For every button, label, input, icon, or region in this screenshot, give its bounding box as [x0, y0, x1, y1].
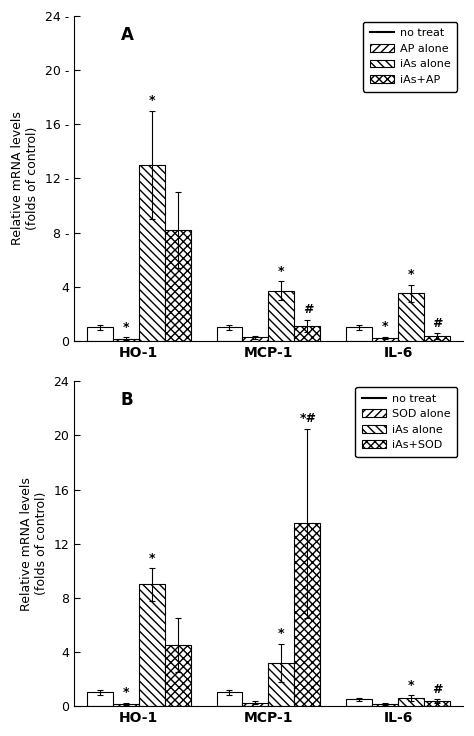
Bar [268, 291, 294, 341]
Bar [217, 328, 243, 341]
Y-axis label: Relative mRNA levels
(folds of control): Relative mRNA levels (folds of control) [19, 477, 47, 611]
Bar [243, 337, 268, 341]
Bar [87, 328, 113, 341]
Text: *: * [408, 679, 414, 692]
Text: B: B [120, 391, 133, 409]
Bar [113, 339, 139, 341]
Text: #: # [303, 303, 312, 316]
Text: A: A [120, 26, 134, 44]
Text: *: * [408, 269, 414, 281]
Bar [139, 165, 164, 341]
Bar [113, 704, 139, 706]
Bar [243, 703, 268, 706]
Text: *: * [382, 320, 388, 333]
Text: *: * [148, 94, 155, 107]
Bar [164, 230, 191, 341]
Bar [424, 701, 450, 706]
Text: *: * [148, 552, 155, 565]
Bar [164, 645, 191, 706]
Bar [294, 523, 320, 706]
Text: *: * [278, 627, 284, 640]
Bar [398, 294, 424, 341]
Text: #: # [433, 317, 441, 330]
Legend: no treat, AP alone, iAs alone, iAs+AP: no treat, AP alone, iAs alone, iAs+AP [363, 21, 457, 92]
Bar [424, 336, 450, 341]
Text: *: * [122, 321, 129, 334]
Bar [217, 693, 243, 706]
Bar [372, 338, 398, 341]
Text: *: * [278, 265, 284, 278]
Bar [87, 693, 113, 706]
Bar [139, 584, 164, 706]
Text: #: # [433, 683, 441, 696]
Text: *: * [122, 686, 129, 699]
Bar [346, 328, 372, 341]
Legend: no treat, SOD alone, iAs alone, iAs+SOD: no treat, SOD alone, iAs alone, iAs+SOD [356, 387, 457, 457]
Bar [372, 704, 398, 706]
Bar [294, 326, 320, 341]
Bar [346, 699, 372, 706]
Text: *#: *# [300, 412, 315, 425]
Bar [268, 662, 294, 706]
Bar [398, 698, 424, 706]
Y-axis label: Relative mRNA levels
(folds of control): Relative mRNA levels (folds of control) [11, 112, 39, 245]
